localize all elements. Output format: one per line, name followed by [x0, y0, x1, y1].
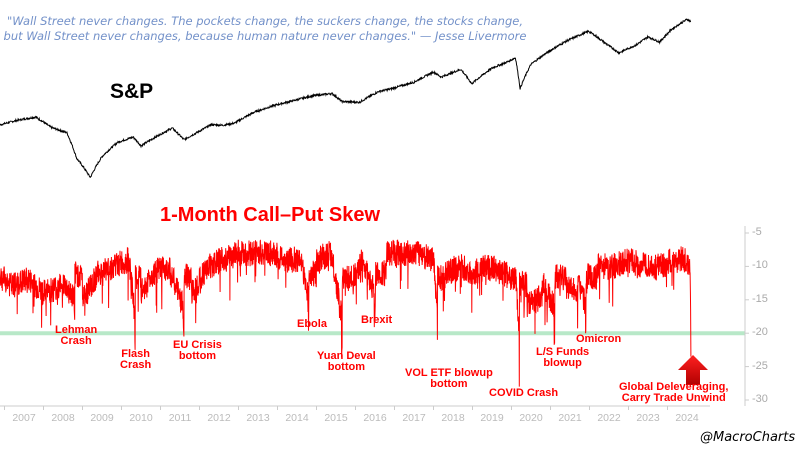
x-tick-label: 2011: [168, 412, 192, 424]
x-tick-label: 2022: [597, 412, 621, 424]
x-tick-label: 2013: [246, 412, 270, 424]
x-tick-label: 2020: [519, 412, 543, 424]
y-tick-label: -30: [752, 393, 768, 405]
y-tick-label: -25: [752, 359, 768, 372]
x-tick-label: 2016: [363, 412, 387, 424]
skew-series-line: [0, 239, 692, 387]
y-tick-label: -15: [752, 292, 768, 305]
x-tick-label: 2007: [12, 412, 36, 424]
annotation-brexit: Brexit: [361, 314, 393, 326]
y-tick-label: -10: [752, 259, 768, 272]
annotation-lehman: Lehman Crash: [55, 324, 98, 347]
up-arrow-icon: [678, 355, 708, 385]
signature: @MacroCharts: [700, 430, 796, 445]
quote-line-2: but Wall Street never changes, because h…: [3, 29, 527, 43]
x-tick-label: 2024: [675, 412, 699, 424]
annotation-vol-etf: VOL ETF blowup bottom: [405, 367, 493, 390]
sp-label: S&P: [110, 80, 154, 103]
x-tick-label: 2014: [285, 412, 309, 424]
annotation-yuan-deval: Yuan Deval bottom: [317, 350, 376, 373]
x-tick-label: 2015: [324, 412, 348, 424]
annotation-covid: COVID Crash: [489, 387, 559, 399]
x-tick-label: 2017: [402, 412, 426, 424]
annotation-global-deleveraging: Global Deleveraging, Carry Trade Unwind: [619, 381, 729, 404]
annotation-eu-crisis: EU Crisis bottom: [173, 339, 222, 362]
x-tick-label: 2012: [207, 412, 231, 424]
x-tick-label: 2008: [51, 412, 75, 424]
x-tick-label: 2021: [558, 412, 582, 424]
x-tick-label: 2019: [480, 412, 504, 424]
x-tick-label: 2023: [636, 412, 660, 424]
annotation-omicron: Omicron: [576, 333, 622, 345]
annotation-ls-funds: L/S Funds blowup: [536, 346, 590, 369]
quote-line-1: "Wall Street never changes. The pockets …: [6, 14, 523, 28]
x-tick-label: 2009: [90, 412, 114, 424]
y-tick-label: -20: [752, 326, 768, 339]
annotation-ebola: Ebola: [297, 318, 327, 330]
quote: "Wall Street never changes. The pockets …: [0, 14, 530, 44]
x-tick-label: 2010: [129, 412, 153, 424]
y-tick-label: -5: [752, 226, 762, 238]
annotation-flash-crash: Flash Crash: [120, 348, 152, 371]
sp-series-line: [0, 18, 692, 178]
skew-title: 1-Month Call–Put Skew: [160, 204, 381, 226]
x-tick-label: 2018: [441, 412, 465, 424]
